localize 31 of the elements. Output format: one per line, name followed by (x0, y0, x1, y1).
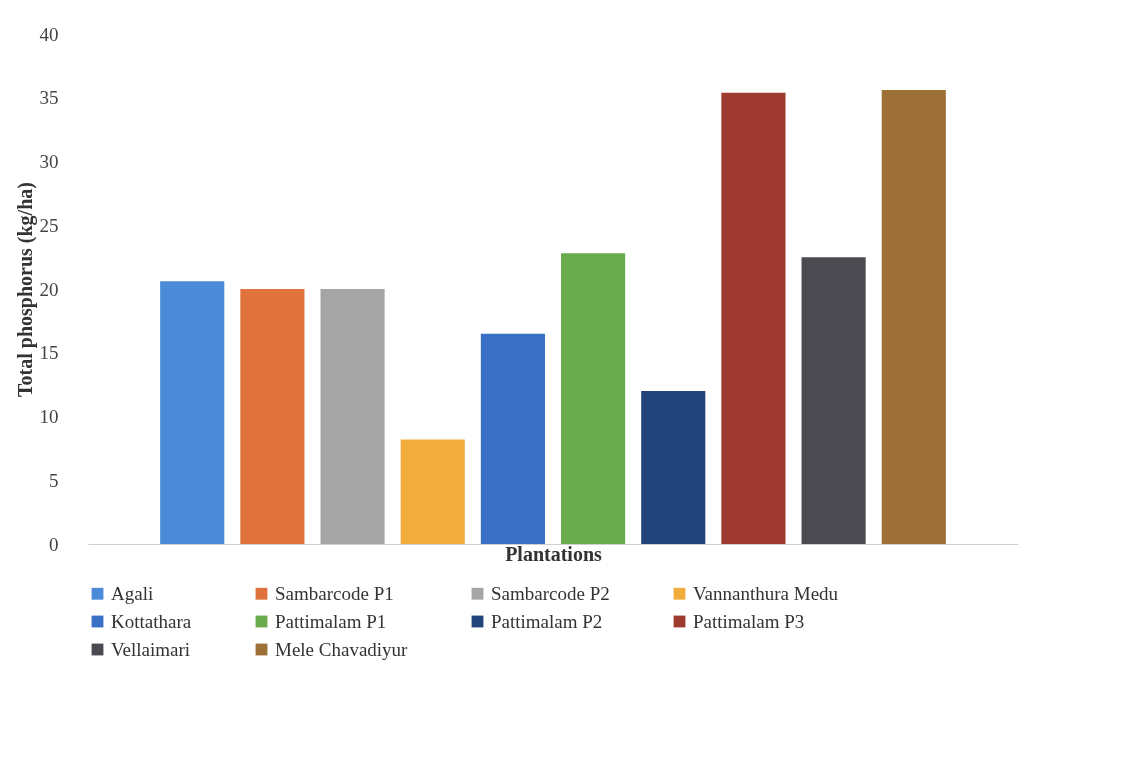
bar (721, 92, 786, 544)
y-tick-label: 35 (39, 87, 59, 109)
y-tick-label: 0 (49, 533, 59, 555)
legend-label: Kottathara (111, 610, 192, 632)
x-axis-title: Plantations (505, 542, 603, 565)
y-tick-label: 20 (39, 278, 59, 300)
bar (881, 90, 946, 544)
legend-label: Pattimalam P1 (275, 610, 387, 632)
y-tick-label: 25 (39, 214, 59, 236)
y-tick-label: 40 (39, 23, 59, 45)
legend-label: Pattimalam P3 (693, 610, 805, 632)
legend-label: Mele Chavadiyur (275, 638, 409, 660)
y-tick-label: 5 (49, 469, 59, 491)
bar (320, 289, 385, 544)
legend-label: Vannanthura Medu (693, 582, 839, 604)
legend-label: Agali (111, 582, 154, 604)
legend-label: Vellaimari (111, 638, 191, 660)
bar (240, 289, 305, 544)
y-tick-label: 15 (39, 342, 59, 364)
y-axis-title: Total phosphorus (kg/ha) (13, 182, 37, 397)
bar (561, 253, 626, 544)
legend-label: Sambarcode P1 (275, 582, 394, 604)
legend-label: Pattimalam P2 (491, 610, 603, 632)
bar (160, 281, 225, 544)
bar (801, 257, 866, 544)
y-tick-label: 30 (39, 151, 59, 172)
bar (641, 391, 706, 544)
bar (480, 333, 545, 544)
legend-label: Sambarcode P2 (491, 582, 610, 604)
y-tick-label: 10 (39, 406, 59, 427)
bar (400, 439, 465, 544)
